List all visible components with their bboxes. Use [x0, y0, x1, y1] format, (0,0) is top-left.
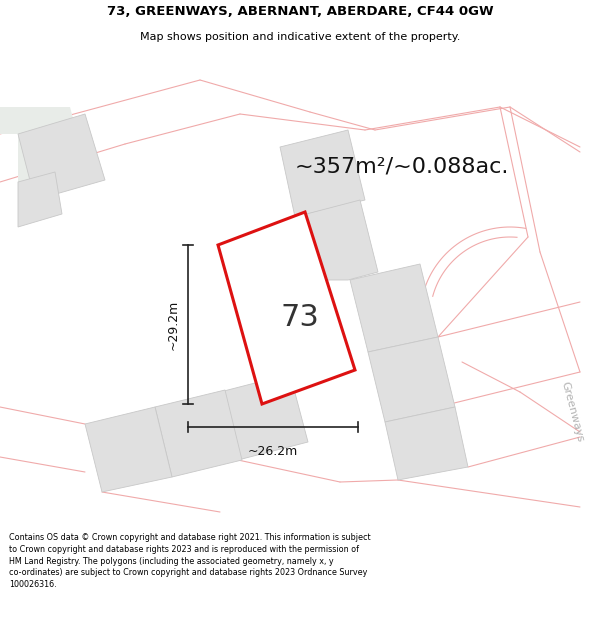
Polygon shape: [18, 172, 62, 227]
Text: 73: 73: [281, 303, 319, 332]
Polygon shape: [0, 107, 90, 182]
Text: Contains OS data © Crown copyright and database right 2021. This information is : Contains OS data © Crown copyright and d…: [9, 533, 371, 589]
Polygon shape: [280, 130, 365, 217]
Text: Greenways: Greenways: [559, 381, 585, 443]
Polygon shape: [18, 114, 105, 200]
Polygon shape: [295, 200, 378, 280]
Polygon shape: [220, 374, 308, 460]
Polygon shape: [218, 212, 355, 404]
Polygon shape: [155, 390, 242, 477]
Text: ~357m²/~0.088ac.: ~357m²/~0.088ac.: [295, 157, 509, 177]
Polygon shape: [385, 407, 468, 480]
Polygon shape: [368, 337, 455, 422]
Text: 73, GREENWAYS, ABERNANT, ABERDARE, CF44 0GW: 73, GREENWAYS, ABERNANT, ABERDARE, CF44 …: [107, 5, 493, 18]
Polygon shape: [85, 407, 172, 492]
Text: Map shows position and indicative extent of the property.: Map shows position and indicative extent…: [140, 32, 460, 43]
Text: ~29.2m: ~29.2m: [167, 299, 180, 349]
Text: ~26.2m: ~26.2m: [248, 445, 298, 458]
Polygon shape: [350, 264, 438, 352]
